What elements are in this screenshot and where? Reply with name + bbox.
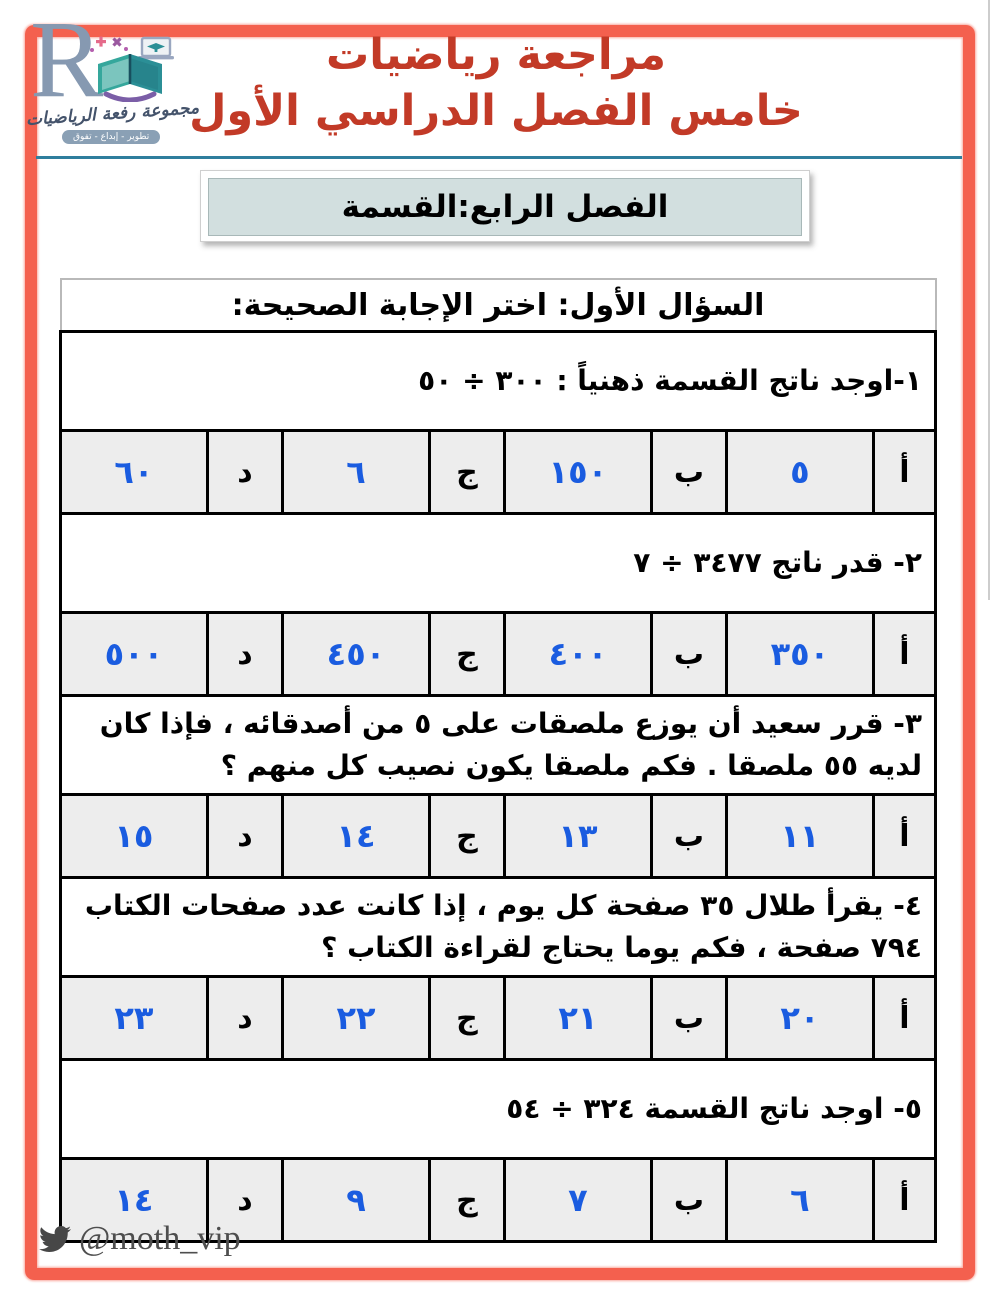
brand-logo: R (25, 4, 203, 159)
laptop-icon (138, 36, 174, 60)
question-text-4: ٤- يقرأ طلال ٣٥ صفحة كل يوم ، إذا كانت ع… (59, 876, 937, 978)
question-text-1: ١-اوجد ناتج القسمة ذهنياً : ٣٠٠ ÷ ٥٠ (59, 330, 937, 432)
question-row-5: ٥- اوجد ناتج القسمة ٣٢٤ ÷ ٥٤ (59, 1058, 937, 1160)
page-title: مراجعة رياضيات خامس الفصل الدراسي الأول (0, 28, 992, 140)
answer-row-5: أ ٦ ب ٧ ج ٩ د ١٤ (59, 1157, 938, 1243)
quiz-heading-row: السؤال الأول: اختر الإجابة الصحيحة: (59, 278, 937, 332)
choice-value-d: ٥٠٠ (59, 611, 209, 697)
logo-art (90, 36, 174, 102)
title-line1: مراجعة رياضيات (326, 30, 666, 80)
answer-row-4: أ ٢٠ ب ٢١ ج ٢٢ د ٢٣ (59, 975, 938, 1061)
chapter-banner: الفصل الرابع:القسمة (200, 170, 810, 242)
choice-letter-d: د (205, 975, 285, 1061)
question-row-2: ٢- قدر ناتج ٣٤٧٧ ÷ ٧ (59, 512, 937, 614)
quiz-table: السؤال الأول: اختر الإجابة الصحيحة: ١-او… (59, 278, 938, 1243)
choice-letter-b: ب (649, 793, 729, 879)
choice-value-d: ١٥ (59, 793, 209, 879)
choice-value-c: ٤٥٠ (281, 611, 431, 697)
math-symbols-icon (90, 36, 128, 52)
choice-value-d: ١٤ (59, 1157, 209, 1243)
choice-letter-b: ب (649, 429, 729, 515)
choice-value-c: ٦ (281, 429, 431, 515)
question-row-1: ١-اوجد ناتج القسمة ذهنياً : ٣٠٠ ÷ ٥٠ (59, 330, 937, 432)
logo-letter: R (30, 0, 104, 120)
chapter-label: الفصل الرابع:القسمة (208, 178, 802, 236)
choice-letter-c: ج (427, 793, 507, 879)
choice-value-a: ٦ (725, 1157, 875, 1243)
choice-letter-d: د (205, 429, 285, 515)
question-text-3: ٣- قرر سعيد أن يوزع ملصقات على ٥ من أصدق… (59, 694, 937, 796)
choice-letter-c: ج (427, 1157, 507, 1243)
choice-letter-c: ج (427, 611, 507, 697)
answer-row-2: أ ٣٥٠ ب ٤٠٠ ج ٤٥٠ د ٥٠٠ (59, 611, 938, 697)
choice-value-c: ١٤ (281, 793, 431, 879)
choice-letter-d: د (205, 793, 285, 879)
footer-credit: @moth_vip (36, 1220, 241, 1258)
choice-letter-c: ج (427, 429, 507, 515)
open-book-icon (98, 54, 162, 102)
quiz-heading: السؤال الأول: اختر الإجابة الصحيحة: (59, 278, 937, 332)
choice-letter-d: د (205, 1157, 285, 1243)
choice-letter-a: أ (871, 793, 938, 879)
choice-letter-d: د (205, 611, 285, 697)
choice-value-b: ١٣ (503, 793, 653, 879)
question-row-4: ٤- يقرأ طلال ٣٥ صفحة كل يوم ، إذا كانت ع… (59, 876, 937, 978)
page-edge-line (988, 0, 990, 600)
choice-letter-a: أ (871, 429, 938, 515)
choice-value-c: ٩ (281, 1157, 431, 1243)
choice-letter-a: أ (871, 1157, 938, 1243)
choice-value-a: ٢٠ (725, 975, 875, 1061)
choice-letter-b: ب (649, 1157, 729, 1243)
question-text-5: ٥- اوجد ناتج القسمة ٣٢٤ ÷ ٥٤ (59, 1058, 937, 1160)
answer-row-1: أ ٥ ب ١٥٠ ج ٦ د ٦٠ (59, 429, 938, 515)
choice-value-d: ٦٠ (59, 429, 209, 515)
choice-value-b: ٧ (503, 1157, 653, 1243)
answer-row-3: أ ١١ ب ١٣ ج ١٤ د ١٥ (59, 793, 938, 879)
choice-value-a: ٥ (725, 429, 875, 515)
choice-letter-c: ج (427, 975, 507, 1061)
choice-value-c: ٢٢ (281, 975, 431, 1061)
choice-value-b: ٢١ (503, 975, 653, 1061)
choice-value-b: ٤٠٠ (503, 611, 653, 697)
choice-letter-a: أ (871, 975, 938, 1061)
choice-value-a: ١١ (725, 793, 875, 879)
title-divider (36, 156, 962, 159)
choice-letter-a: أ (871, 611, 938, 697)
decorative-border (25, 25, 975, 1280)
title-line2: خامس الفصل الدراسي الأول (189, 85, 803, 136)
choice-value-a: ٣٥٠ (725, 611, 875, 697)
twitter-bird-icon (39, 1226, 71, 1252)
choice-value-b: ١٥٠ (503, 429, 653, 515)
logo-tagline-badge: تطوير - إبداع - تفوق (62, 130, 161, 144)
question-text-2: ٢- قدر ناتج ٣٤٧٧ ÷ ٧ (59, 512, 937, 614)
twitter-handle: @moth_vip (79, 1220, 241, 1257)
choice-letter-b: ب (649, 611, 729, 697)
question-row-3: ٣- قرر سعيد أن يوزع ملصقات على ٥ من أصدق… (59, 694, 937, 796)
choice-letter-b: ب (649, 975, 729, 1061)
choice-value-d: ٢٣ (59, 975, 209, 1061)
